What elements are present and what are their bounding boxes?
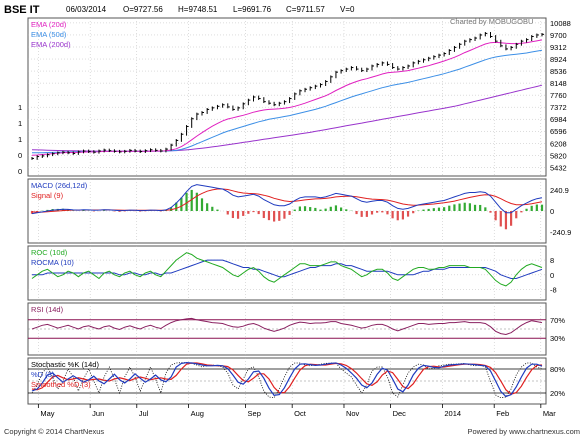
stoch-tick-1: 20%: [550, 389, 565, 398]
x-tick-label-9: Feb: [496, 409, 509, 418]
powered-label: Powered by www.chartnexus.com: [467, 427, 580, 436]
price-legend-2: EMA (200d): [31, 40, 71, 49]
price-legend-0: EMA (20d): [31, 20, 67, 29]
price-left-tick-0: 1: [18, 103, 22, 112]
price-tick-11: 5820: [550, 151, 567, 160]
price-tick-4: 8536: [550, 67, 567, 76]
roc-tick-0: 8: [550, 256, 554, 265]
x-tick-label-2: Jul: [139, 409, 149, 418]
x-axis: May Jun Jul Aug Sep Oct Nov Dec 2014 Feb Mar: [37, 404, 556, 418]
high-label: H=9748.51: [178, 5, 218, 14]
macd-legend-1: Signal (9): [31, 191, 64, 200]
price-left-tick-4: 0: [18, 167, 22, 176]
price-tick-8: 6984: [550, 115, 567, 124]
x-tick-label-4: Sep: [248, 409, 261, 418]
price-tick-2: 9312: [550, 43, 567, 52]
stoch-legend-1: %D (3): [31, 370, 55, 379]
rsi-legend-0: RSI (14d): [31, 305, 64, 314]
macd-line: [31, 184, 543, 215]
panels-group: 10088 9700 9312 8924 8536 8148 7760 7372 6984 659…: [18, 17, 571, 405]
x-tick-label-6: Nov: [346, 409, 360, 418]
roc-legend-1: ROCMA (10): [31, 258, 74, 267]
low-label: L=9691.76: [233, 5, 272, 14]
price-tick-3: 8924: [550, 55, 567, 64]
price-tick-6: 7760: [550, 91, 567, 100]
rsi-tick-1: 30%: [550, 334, 565, 343]
volume-label: V=0: [340, 5, 355, 14]
price-left-tick-3: 0: [18, 151, 22, 160]
macd-tick-1: 0: [550, 207, 554, 216]
stoch-legend-0: Stochastic %K (14d): [31, 360, 99, 369]
rsi-tick-0: 70%: [550, 316, 565, 325]
roc-tick-2: -8: [550, 286, 557, 295]
date-label: 06/03/2014: [66, 5, 107, 14]
stoch-k-line: [31, 362, 543, 399]
stoch-d-line: [31, 361, 543, 398]
roc-legend-0: ROC (10d): [31, 248, 68, 257]
price-tick-5: 8148: [550, 79, 567, 88]
price-tick-1: 9700: [550, 31, 567, 40]
macd-legend-0: MACD (26d,12d): [31, 181, 88, 190]
macd-tick-0: 240.9: [550, 186, 569, 195]
price-left-tick-2: 1: [18, 135, 22, 144]
x-tick-label-3: Aug: [191, 409, 204, 418]
x-tick-label-5: Oct: [294, 409, 307, 418]
macd-tick-2: -240.9: [550, 228, 571, 237]
price-tick-0: 10088: [550, 19, 571, 28]
stoch-tick-0: 80%: [550, 365, 565, 374]
roc-tick-1: 0: [550, 271, 554, 280]
price-tick-12: 5432: [550, 163, 567, 172]
price-tick-10: 6208: [550, 139, 567, 148]
price-tick-7: 7372: [550, 103, 567, 112]
open-label: O=9727.56: [123, 5, 163, 14]
roc-line: [31, 252, 543, 287]
close-label: C=9711.57: [286, 5, 325, 14]
x-tick-label-8: 2014: [444, 409, 461, 418]
x-tick-label-7: Dec: [393, 409, 407, 418]
rocma-line: [32, 259, 543, 279]
x-tick-label-1: Jun: [92, 409, 104, 418]
price-left-tick-1: 1: [18, 119, 22, 128]
x-tick-label-0: May: [40, 409, 54, 418]
stoch-legend-2: Smoothed %D (3): [31, 380, 91, 389]
ema20-line: [31, 39, 543, 156]
watermark: Charted by MOBUGOBU: [450, 17, 533, 26]
x-tick-label-10: Mar: [543, 409, 556, 418]
symbol-label: BSE IT: [4, 4, 40, 16]
price-panel: [27, 17, 547, 177]
price-legend-1: EMA (50d): [31, 30, 67, 39]
price-tick-9: 6596: [550, 127, 567, 136]
rsi-line: [31, 317, 543, 336]
copyright-label: Copyright © 2014 ChartNexus: [4, 427, 104, 436]
